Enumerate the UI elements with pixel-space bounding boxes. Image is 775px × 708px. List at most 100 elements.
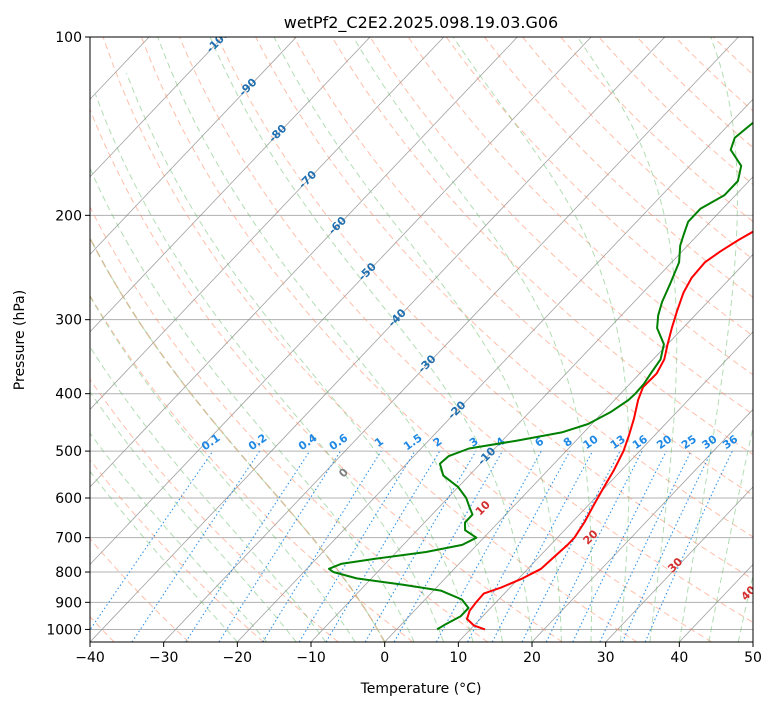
dry-adiabat-line (217, 37, 753, 580)
mixing-ratio-label: 8 (561, 435, 575, 450)
mixing-ratio-label: 16 (630, 432, 650, 452)
dry-adiabat-line (598, 37, 753, 186)
x-tick-label: 50 (744, 650, 762, 666)
x-axis-title: Temperature (°C) (360, 681, 482, 697)
moist-adiabat-line (90, 432, 268, 642)
y-tick-label: 600 (55, 491, 82, 507)
mixing-ratio-line (185, 450, 311, 642)
moist-adiabat-line (737, 573, 753, 642)
mixing-ratio-label: 2 (431, 435, 445, 450)
isotherm-line (458, 331, 753, 642)
x-tick-label: −10 (296, 650, 326, 666)
dry-adiabat-line (90, 205, 488, 642)
isotherm-label: -100 (204, 27, 233, 56)
x-tick-label: 20 (523, 650, 541, 666)
dry-adiabat-line (178, 37, 753, 623)
y-tick-label: 900 (55, 595, 82, 611)
y-tick-label: 1000 (46, 622, 82, 638)
mixing-ratio-line (298, 450, 416, 642)
y-tick-label: 300 (55, 313, 82, 329)
dry-adiabat-line (90, 459, 264, 642)
isotherm-line (752, 641, 753, 642)
isotherm-line (163, 37, 739, 642)
dewpoint-profile-line (328, 121, 753, 631)
dry-adiabat-line (140, 37, 712, 642)
x-tick-label: −30 (149, 650, 179, 666)
dry-adiabat-line (636, 37, 753, 149)
moist-adiabat-label: 10 (473, 498, 493, 518)
isotherm-line (90, 37, 371, 333)
dry-adiabat-line (331, 37, 753, 456)
mixing-ratio-label: 0.6 (327, 431, 351, 453)
mixing-ratio-line (218, 450, 341, 642)
isotherm-line (90, 37, 518, 488)
isotherm-line (90, 37, 297, 255)
y-tick-label: 700 (55, 531, 82, 547)
isotherm-line (90, 37, 224, 178)
profile-series (328, 121, 753, 631)
temperature-profile-line (466, 230, 753, 631)
moist-adiabat-line (157, 37, 503, 642)
mixing-ratio-line (90, 450, 214, 631)
mixing-ratio-label: 25 (679, 433, 699, 452)
dry-adiabat-line (90, 108, 563, 642)
axes: −40 −30 −20 −10 0 10 20 30 40 5010020030040050060… (46, 30, 762, 666)
moist-adiabat-line (273, 37, 562, 642)
moist-adiabat-line (126, 72, 474, 642)
isotherm-line (0, 37, 2, 642)
y-tick-label: 800 (55, 565, 82, 581)
mixing-ratio-line (364, 450, 477, 642)
isotherm-line (90, 37, 666, 642)
moist-adiabat-line (90, 470, 238, 642)
chart-title: wetPf2_C2E2.2025.098.19.03.G06 (284, 13, 558, 33)
dry-adiabat-line (751, 37, 753, 40)
dry-adiabat-line (102, 37, 638, 642)
moist-adiabat-line (352, 37, 593, 642)
y-tick-label: 200 (55, 208, 82, 224)
dry-adiabat-line (293, 37, 753, 496)
moist-adiabat-label: 0 (336, 465, 351, 480)
mixing-ratio-line (435, 450, 542, 642)
moist-adiabat-line (90, 295, 356, 642)
mixing-ratio-label: 36 (720, 432, 740, 452)
moist-adiabat-line (577, 37, 678, 642)
isotherm-line (90, 37, 592, 566)
mixing-ratio-label: 0.4 (296, 431, 320, 453)
dry-adiabat-line (369, 37, 753, 415)
plot-frame (89, 36, 754, 643)
mixing-ratio-line (599, 450, 692, 642)
mixing-ratio-line (545, 450, 643, 642)
dry-adiabat-line (90, 294, 414, 642)
y-tick-label: 100 (55, 30, 82, 46)
mixing-ratio-line (572, 450, 667, 642)
dry-adiabat-line (407, 37, 753, 376)
y-tick-label: 500 (55, 444, 82, 460)
x-tick-label: −20 (223, 650, 253, 666)
mixing-ratio-line (262, 450, 382, 642)
mixing-ratio-line (467, 450, 571, 642)
x-tick-label: 40 (670, 650, 688, 666)
wet-bulb-zero-line (90, 236, 386, 642)
moist-adiabat-line (95, 94, 445, 642)
mixing-ratio-line (393, 450, 503, 642)
isotherm-line (531, 408, 753, 642)
dry-adiabat-line (255, 37, 753, 538)
x-tick-label: −40 (75, 650, 105, 666)
isotherm-line (237, 98, 753, 642)
y-tick-label: 400 (55, 387, 82, 403)
moist-adiabat-label: 20 (581, 527, 601, 547)
y-axis-title: Pressure (hPa) (12, 290, 28, 390)
x-tick-label: 0 (380, 650, 389, 666)
mixing-ratio-label: 10 (581, 432, 601, 452)
moist-adiabat-line (452, 37, 630, 642)
dry-adiabat-line (674, 37, 753, 112)
x-tick-label: 10 (449, 650, 467, 666)
dry-adiabat-line (484, 37, 753, 298)
dry-adiabat-line (90, 378, 339, 642)
dry-adiabat-line (712, 37, 753, 76)
mixing-ratio-label: 1.5 (401, 431, 424, 453)
isotherm-line (90, 37, 445, 410)
moist-adiabat-label: 40 (739, 583, 759, 603)
mixing-ratio-label: 30 (699, 432, 719, 452)
